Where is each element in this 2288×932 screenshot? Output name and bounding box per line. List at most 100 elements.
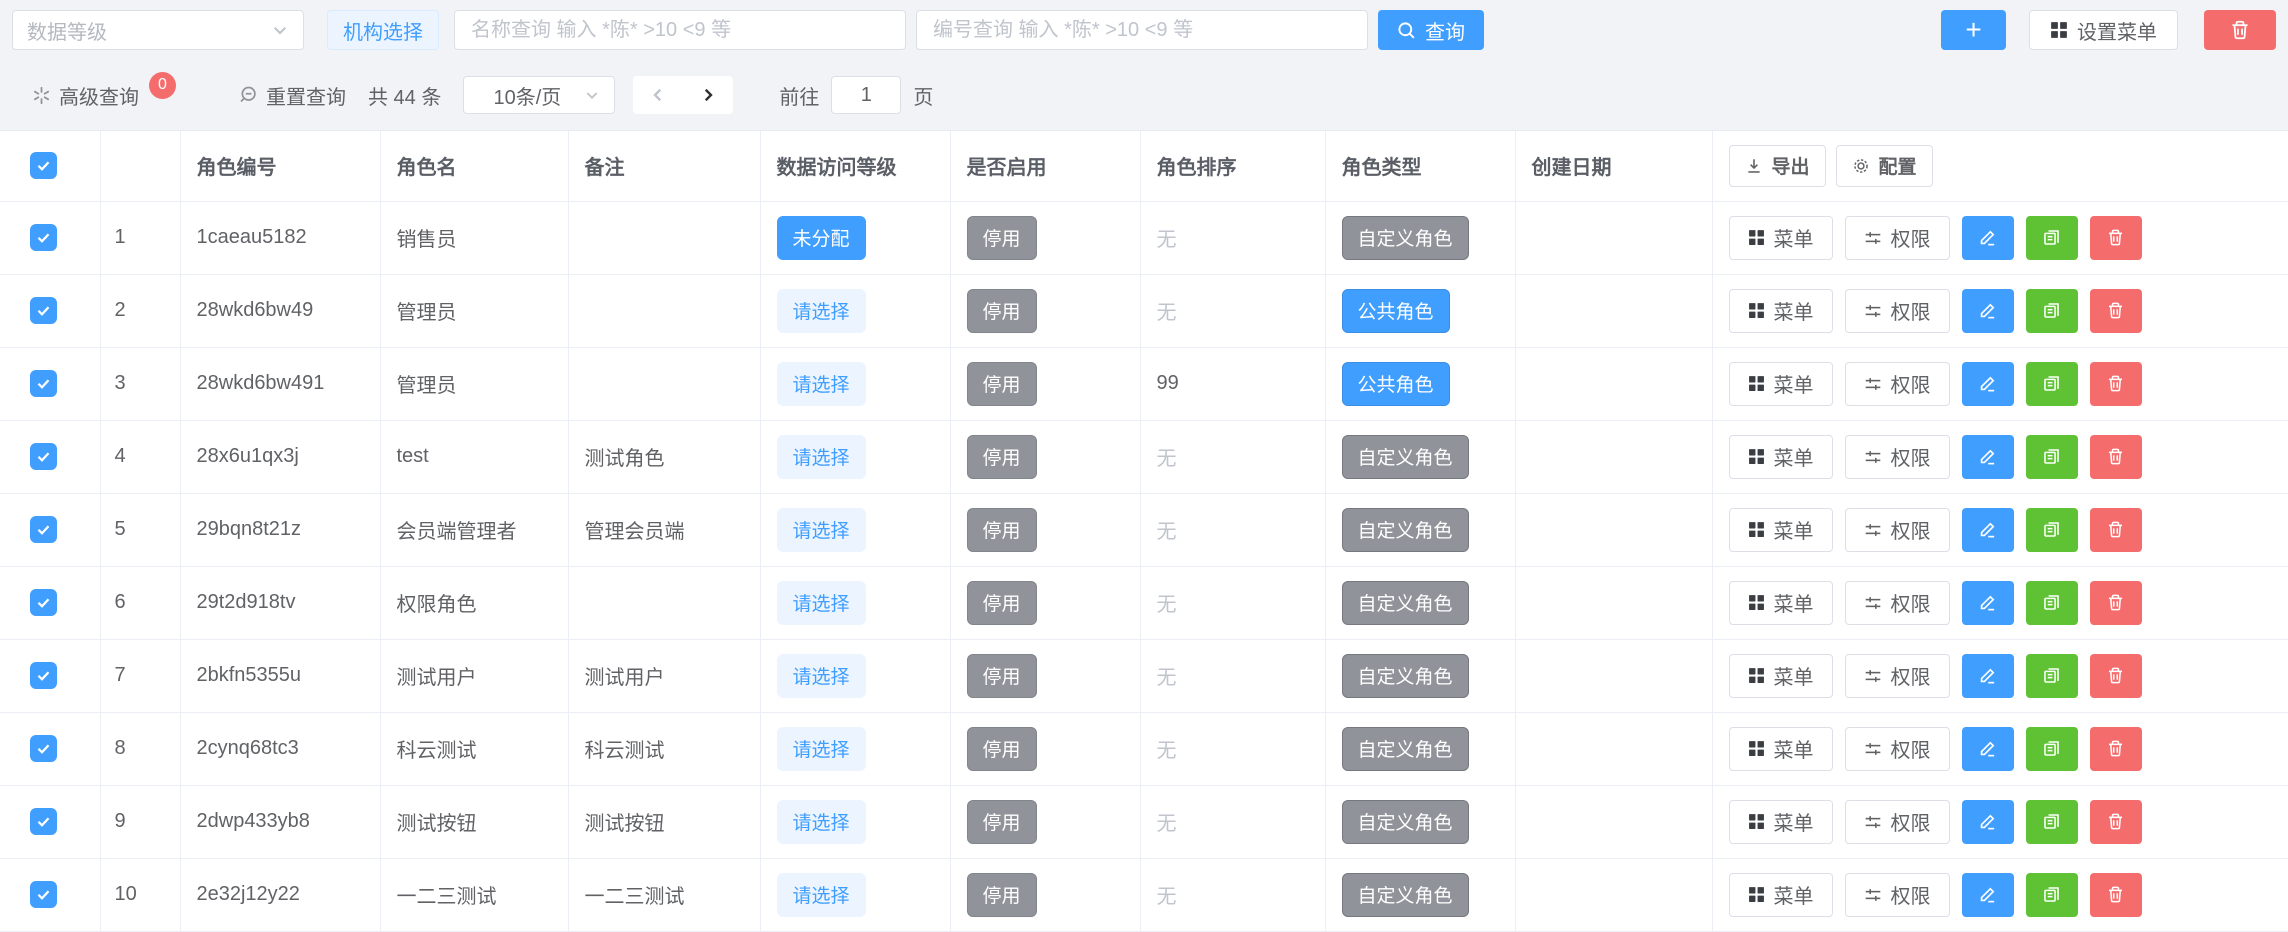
role-type-badge[interactable]: 自定义角色 bbox=[1341, 799, 1469, 844]
row-edit-button[interactable] bbox=[1961, 580, 2014, 625]
row-edit-button[interactable] bbox=[1961, 799, 2014, 844]
row-edit-button[interactable] bbox=[1961, 507, 2014, 552]
access-badge[interactable]: 请选择 bbox=[776, 580, 866, 625]
row-edit-button[interactable] bbox=[1961, 872, 2014, 917]
row-delete-button[interactable] bbox=[2089, 872, 2142, 917]
add-button[interactable]: + bbox=[1941, 10, 2006, 50]
row-edit-button[interactable] bbox=[1961, 653, 2014, 698]
access-badge[interactable]: 请选择 bbox=[776, 507, 866, 552]
row-checkbox[interactable] bbox=[30, 808, 57, 835]
row-delete-button[interactable] bbox=[2089, 215, 2142, 260]
row-perm-button[interactable]: 权限 bbox=[1844, 507, 1950, 552]
role-type-badge[interactable]: 自定义角色 bbox=[1341, 580, 1469, 625]
advanced-query-button[interactable]: 高级查询 0 bbox=[32, 71, 176, 110]
row-copy-button[interactable] bbox=[2025, 799, 2078, 844]
row-checkbox[interactable] bbox=[30, 881, 57, 908]
access-badge[interactable]: 请选择 bbox=[776, 872, 866, 917]
row-copy-button[interactable] bbox=[2025, 653, 2078, 698]
page-size-select[interactable]: 10条/页 bbox=[463, 76, 616, 114]
row-copy-button[interactable] bbox=[2025, 726, 2078, 771]
access-badge[interactable]: 未分配 bbox=[776, 215, 866, 260]
enabled-badge[interactable]: 停用 bbox=[966, 361, 1037, 406]
row-delete-button[interactable] bbox=[2089, 653, 2142, 698]
row-copy-button[interactable] bbox=[2025, 288, 2078, 333]
row-menu-button[interactable]: 菜单 bbox=[1728, 580, 1833, 625]
row-edit-button[interactable] bbox=[1961, 434, 2014, 479]
org-select-button[interactable]: 机构选择 bbox=[327, 10, 439, 50]
row-copy-button[interactable] bbox=[2025, 434, 2078, 479]
enabled-badge[interactable]: 停用 bbox=[966, 507, 1037, 552]
row-copy-button[interactable] bbox=[2025, 361, 2078, 406]
row-checkbox[interactable] bbox=[30, 516, 57, 543]
access-badge[interactable]: 请选择 bbox=[776, 361, 866, 406]
batch-delete-button[interactable] bbox=[2204, 10, 2276, 50]
role-type-badge[interactable]: 公共角色 bbox=[1341, 361, 1450, 406]
reset-query-button[interactable]: 重置查询 bbox=[238, 81, 346, 110]
prev-page-button[interactable] bbox=[633, 76, 683, 114]
row-perm-button[interactable]: 权限 bbox=[1844, 653, 1950, 698]
row-menu-button[interactable]: 菜单 bbox=[1728, 507, 1833, 552]
row-delete-button[interactable] bbox=[2089, 361, 2142, 406]
row-copy-button[interactable] bbox=[2025, 580, 2078, 625]
role-type-badge[interactable]: 自定义角色 bbox=[1341, 434, 1469, 479]
enabled-badge[interactable]: 停用 bbox=[966, 434, 1037, 479]
setup-menu-button[interactable]: 设置菜单 bbox=[2029, 10, 2178, 50]
enabled-badge[interactable]: 停用 bbox=[966, 872, 1037, 917]
role-type-badge[interactable]: 自定义角色 bbox=[1341, 507, 1469, 552]
row-edit-button[interactable] bbox=[1961, 215, 2014, 260]
row-menu-button[interactable]: 菜单 bbox=[1728, 361, 1833, 406]
enabled-badge[interactable]: 停用 bbox=[966, 580, 1037, 625]
data-level-select[interactable]: 数据等级 bbox=[12, 10, 304, 50]
row-checkbox[interactable] bbox=[30, 589, 57, 616]
row-perm-button[interactable]: 权限 bbox=[1844, 580, 1950, 625]
row-perm-button[interactable]: 权限 bbox=[1844, 872, 1950, 917]
row-checkbox[interactable] bbox=[30, 662, 57, 689]
enabled-badge[interactable]: 停用 bbox=[966, 288, 1037, 333]
enabled-badge[interactable]: 停用 bbox=[966, 215, 1037, 260]
role-type-badge[interactable]: 公共角色 bbox=[1341, 288, 1450, 333]
row-copy-button[interactable] bbox=[2025, 507, 2078, 552]
role-type-badge[interactable]: 自定义角色 bbox=[1341, 726, 1469, 771]
row-edit-button[interactable] bbox=[1961, 726, 2014, 771]
row-perm-button[interactable]: 权限 bbox=[1844, 288, 1950, 333]
row-edit-button[interactable] bbox=[1961, 288, 2014, 333]
name-query-input[interactable] bbox=[454, 10, 906, 50]
row-copy-button[interactable] bbox=[2025, 872, 2078, 917]
row-delete-button[interactable] bbox=[2089, 434, 2142, 479]
row-delete-button[interactable] bbox=[2089, 507, 2142, 552]
access-badge[interactable]: 请选择 bbox=[776, 726, 866, 771]
access-badge[interactable]: 请选择 bbox=[776, 653, 866, 698]
enabled-badge[interactable]: 停用 bbox=[966, 726, 1037, 771]
row-perm-button[interactable]: 权限 bbox=[1844, 799, 1950, 844]
row-delete-button[interactable] bbox=[2089, 726, 2142, 771]
row-checkbox[interactable] bbox=[30, 370, 57, 397]
row-perm-button[interactable]: 权限 bbox=[1844, 434, 1950, 479]
row-perm-button[interactable]: 权限 bbox=[1844, 215, 1950, 260]
row-delete-button[interactable] bbox=[2089, 799, 2142, 844]
role-type-badge[interactable]: 自定义角色 bbox=[1341, 653, 1469, 698]
goto-page-input[interactable] bbox=[831, 76, 902, 114]
enabled-badge[interactable]: 停用 bbox=[966, 799, 1037, 844]
row-menu-button[interactable]: 菜单 bbox=[1728, 799, 1833, 844]
export-button[interactable]: 导出 bbox=[1728, 144, 1826, 187]
row-menu-button[interactable]: 菜单 bbox=[1728, 653, 1833, 698]
row-menu-button[interactable]: 菜单 bbox=[1728, 434, 1833, 479]
row-menu-button[interactable]: 菜单 bbox=[1728, 288, 1833, 333]
row-perm-button[interactable]: 权限 bbox=[1844, 361, 1950, 406]
row-menu-button[interactable]: 菜单 bbox=[1728, 726, 1833, 771]
row-menu-button[interactable]: 菜单 bbox=[1728, 872, 1833, 917]
row-menu-button[interactable]: 菜单 bbox=[1728, 215, 1833, 260]
config-button[interactable]: 配置 bbox=[1835, 144, 1933, 187]
code-query-input[interactable] bbox=[916, 10, 1368, 50]
row-copy-button[interactable] bbox=[2025, 215, 2078, 260]
access-badge[interactable]: 请选择 bbox=[776, 434, 866, 479]
next-page-button[interactable] bbox=[683, 76, 733, 114]
row-delete-button[interactable] bbox=[2089, 580, 2142, 625]
row-checkbox[interactable] bbox=[30, 297, 57, 324]
access-badge[interactable]: 请选择 bbox=[776, 288, 866, 333]
access-badge[interactable]: 请选择 bbox=[776, 799, 866, 844]
role-type-badge[interactable]: 自定义角色 bbox=[1341, 215, 1469, 260]
select-all-checkbox[interactable] bbox=[30, 152, 57, 180]
enabled-badge[interactable]: 停用 bbox=[966, 653, 1037, 698]
row-checkbox[interactable] bbox=[30, 735, 57, 762]
